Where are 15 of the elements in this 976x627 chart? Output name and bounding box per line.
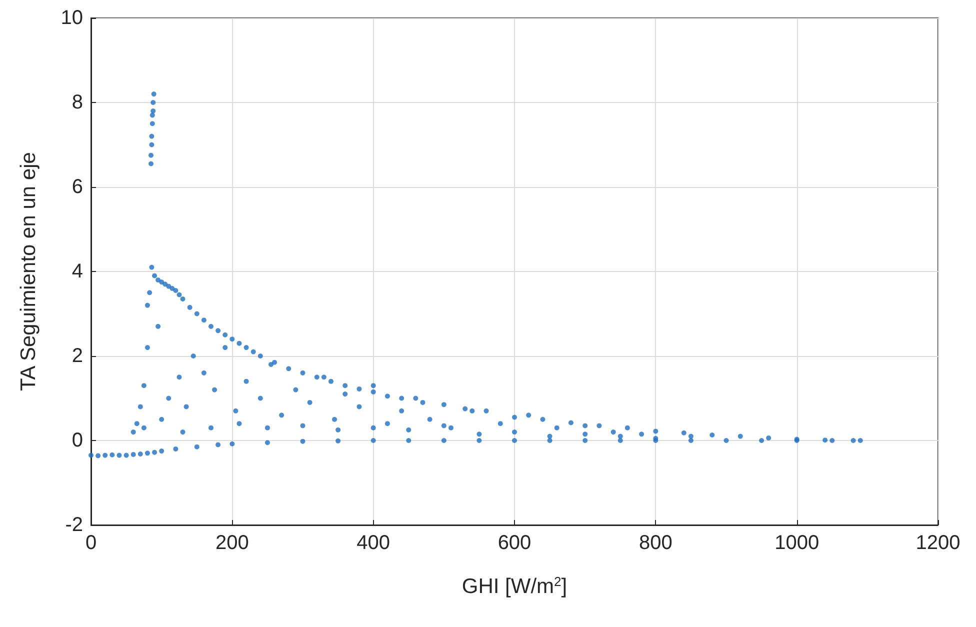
- x-tick-label: 200: [215, 532, 249, 554]
- x-tick-label: 400: [356, 532, 390, 554]
- x-tick-label: 1000: [774, 532, 820, 554]
- y-tick-label: 4: [72, 260, 83, 282]
- y-tick-label: 2: [72, 345, 83, 367]
- y-tick-label: 0: [72, 430, 83, 452]
- y-tick-label: 8: [72, 92, 83, 114]
- x-tick-label: 0: [85, 532, 97, 554]
- y-axis-title: TA Seguimiento en un eje: [17, 152, 40, 391]
- x-tick-label: 600: [498, 532, 532, 554]
- x-tick-label: 1200: [916, 532, 960, 554]
- y-tick-label: -2: [65, 514, 83, 536]
- y-tick-label: 10: [60, 7, 83, 29]
- x-tick-label: 800: [638, 532, 672, 554]
- y-tick-label: 6: [72, 176, 83, 198]
